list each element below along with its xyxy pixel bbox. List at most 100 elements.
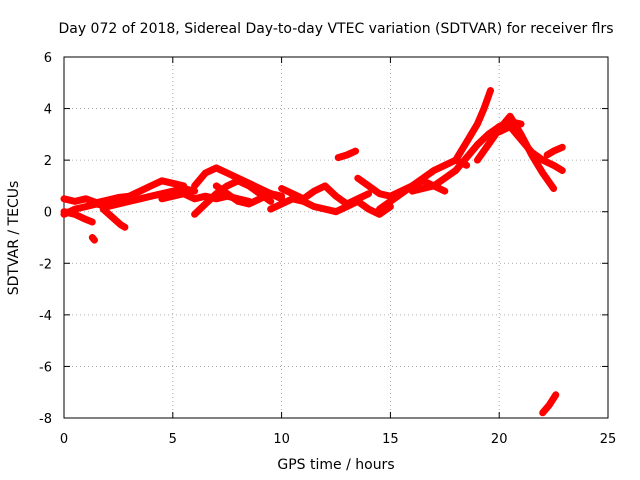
data-point bbox=[61, 195, 67, 202]
data-point bbox=[126, 198, 133, 205]
data-point bbox=[191, 188, 198, 195]
data-series bbox=[60, 87, 566, 417]
data-point bbox=[267, 190, 274, 197]
data-point bbox=[376, 190, 383, 197]
data-point bbox=[224, 170, 231, 176]
data-point bbox=[365, 206, 372, 213]
data-point bbox=[430, 182, 437, 189]
chart-title: Day 072 of 2018, Sidereal Day-to-day VTE… bbox=[58, 21, 613, 37]
data-point bbox=[82, 195, 89, 202]
x-tick-label: 20 bbox=[491, 432, 508, 447]
data-point bbox=[300, 198, 307, 205]
data-point bbox=[246, 201, 252, 207]
data-point bbox=[191, 195, 198, 202]
data-point bbox=[202, 170, 209, 176]
data-point bbox=[452, 167, 459, 174]
data-point bbox=[507, 113, 514, 120]
y-tick-label: -6 bbox=[39, 360, 52, 375]
data-point bbox=[559, 167, 566, 174]
data-point bbox=[552, 391, 559, 398]
data-point bbox=[322, 206, 329, 213]
data-point bbox=[148, 193, 154, 200]
data-point bbox=[267, 206, 274, 213]
x-tick-label: 5 bbox=[169, 432, 177, 447]
data-point bbox=[343, 152, 350, 158]
y-tick-label: 4 bbox=[44, 103, 52, 118]
data-point bbox=[115, 194, 122, 201]
data-point bbox=[544, 152, 551, 158]
data-point bbox=[278, 193, 285, 200]
data-point bbox=[213, 182, 220, 189]
data-point bbox=[441, 162, 448, 169]
data-point bbox=[246, 182, 252, 189]
data-point bbox=[117, 221, 124, 228]
data-point bbox=[474, 141, 481, 148]
data-point bbox=[224, 182, 231, 189]
data-point bbox=[365, 182, 372, 189]
data-point bbox=[441, 175, 448, 182]
data-trace-arc-r bbox=[473, 112, 558, 192]
data-point bbox=[335, 154, 342, 161]
data-point bbox=[289, 190, 296, 197]
plot-frame bbox=[63, 56, 609, 419]
data-point bbox=[169, 193, 176, 200]
data-point bbox=[93, 201, 100, 207]
data-point bbox=[376, 206, 383, 213]
y-tick-label: -8 bbox=[39, 412, 52, 427]
data-point bbox=[180, 185, 187, 192]
data-point bbox=[158, 177, 165, 184]
data-point bbox=[108, 213, 115, 220]
data-point bbox=[550, 162, 557, 169]
data-point bbox=[202, 201, 209, 207]
data-point bbox=[559, 144, 566, 151]
data-point bbox=[235, 198, 242, 205]
y-axis-label: SDTVAR / TECUs bbox=[6, 181, 22, 296]
tick-labels: 0 5 10 15 20 25 -8 -6 -4 -2 0 2 4 6 bbox=[39, 51, 616, 447]
data-point bbox=[224, 190, 231, 197]
data-point bbox=[539, 157, 546, 164]
data-point bbox=[235, 177, 242, 184]
y-tick-label: 2 bbox=[44, 154, 52, 169]
data-point bbox=[387, 198, 394, 205]
data-point bbox=[365, 190, 372, 197]
data-point bbox=[311, 203, 318, 210]
data-point bbox=[213, 190, 220, 197]
data-point bbox=[180, 190, 187, 197]
data-point bbox=[409, 188, 416, 195]
data-point bbox=[352, 148, 359, 155]
y-tick-label: -2 bbox=[39, 257, 52, 272]
data-point bbox=[100, 206, 107, 213]
data-point bbox=[539, 409, 546, 416]
data-point bbox=[354, 198, 361, 205]
data-point bbox=[256, 195, 263, 202]
data-point bbox=[398, 190, 405, 197]
data-point bbox=[354, 175, 361, 182]
x-tick-label: 25 bbox=[600, 432, 617, 447]
x-tick-label: 15 bbox=[382, 432, 399, 447]
data-point bbox=[496, 128, 503, 135]
data-point bbox=[485, 141, 492, 148]
data-point bbox=[550, 148, 557, 155]
data-point bbox=[91, 237, 98, 244]
data-point bbox=[278, 201, 285, 207]
data-point bbox=[278, 185, 285, 192]
data-point bbox=[463, 154, 470, 161]
data-point bbox=[420, 175, 426, 182]
axis-ticks bbox=[63, 56, 609, 419]
data-point bbox=[89, 219, 96, 225]
data-trace-arc-c bbox=[60, 208, 96, 226]
data-point bbox=[191, 211, 198, 218]
data-point bbox=[213, 164, 220, 171]
data-point bbox=[518, 136, 524, 143]
data-point bbox=[82, 216, 89, 223]
data-point bbox=[487, 87, 494, 94]
data-point bbox=[333, 208, 339, 215]
data-point bbox=[71, 211, 78, 218]
data-point bbox=[452, 157, 459, 164]
data-point bbox=[267, 198, 274, 205]
y-tick-label: 6 bbox=[44, 51, 52, 66]
y-tick-label: 0 bbox=[44, 206, 52, 221]
data-point bbox=[202, 193, 209, 200]
data-point bbox=[137, 188, 144, 195]
data-point bbox=[343, 203, 350, 210]
